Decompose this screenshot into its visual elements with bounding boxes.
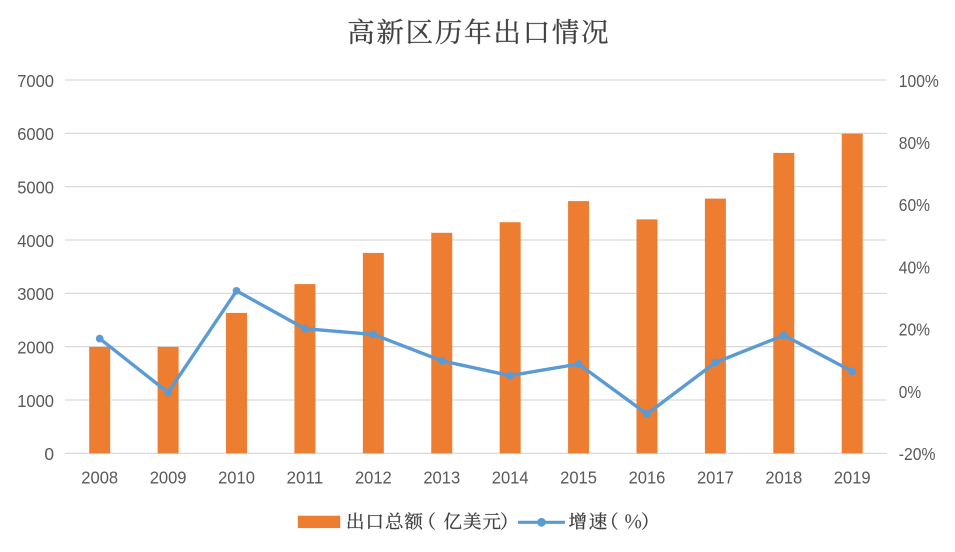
- svg-text:80%: 80%: [899, 133, 930, 153]
- svg-text:4000: 4000: [17, 231, 54, 251]
- svg-text:-20%: -20%: [899, 444, 936, 464]
- svg-text:2016: 2016: [629, 467, 666, 487]
- svg-text:2009: 2009: [150, 467, 187, 487]
- svg-text:2012: 2012: [355, 467, 392, 487]
- svg-text:2011: 2011: [287, 467, 324, 487]
- svg-text:40%: 40%: [899, 257, 930, 277]
- svg-text:1000: 1000: [17, 391, 54, 411]
- svg-text:6000: 6000: [17, 124, 54, 144]
- svg-text:2014: 2014: [492, 467, 529, 487]
- svg-text:2019: 2019: [834, 467, 871, 487]
- svg-text:20%: 20%: [899, 320, 930, 340]
- svg-text:2010: 2010: [218, 467, 255, 487]
- svg-text:0: 0: [44, 444, 54, 464]
- svg-text:5000: 5000: [17, 177, 54, 197]
- svg-text:3000: 3000: [17, 284, 54, 304]
- svg-text:2015: 2015: [560, 467, 597, 487]
- svg-text:60%: 60%: [899, 195, 930, 215]
- svg-text:7000: 7000: [17, 71, 54, 91]
- svg-text:2000: 2000: [17, 337, 54, 357]
- svg-text:0%: 0%: [899, 382, 921, 402]
- svg-text:2008: 2008: [81, 467, 118, 487]
- svg-text:2013: 2013: [423, 467, 460, 487]
- svg-text:2017: 2017: [697, 467, 734, 487]
- svg-text:2018: 2018: [765, 467, 802, 487]
- svg-text:100%: 100%: [899, 71, 939, 91]
